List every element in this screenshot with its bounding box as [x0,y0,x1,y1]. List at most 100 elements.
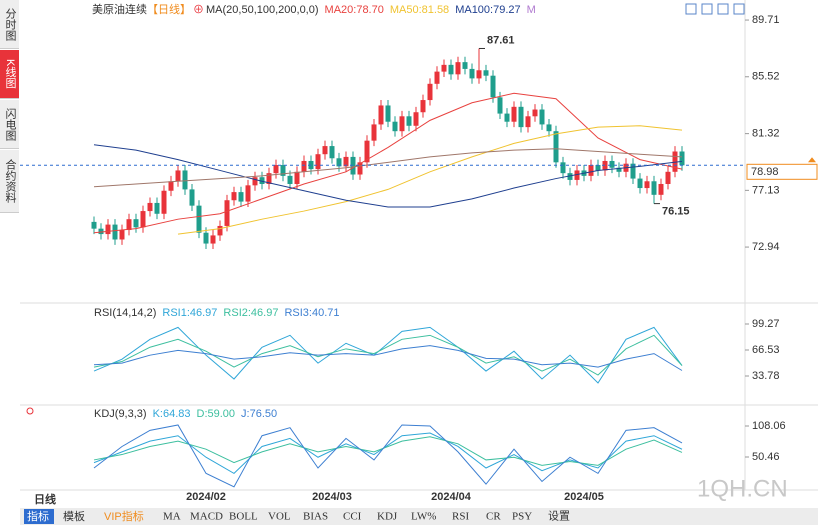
candle-body [91,221,97,229]
candle-body [343,156,349,167]
candle-body [427,83,433,101]
period-label: 日线 [34,492,56,506]
candle-body [483,70,489,76]
legend-entry: RSI3:40.71 [284,307,339,319]
legend-more: M [527,4,536,16]
candle-body [182,170,188,190]
x-tick-label: 2024/02 [186,491,226,503]
toolbar-item[interactable]: 指标 [27,509,49,523]
toolbar-bg [20,508,818,525]
candle-body [231,192,237,201]
y-tick-label: 81.32 [752,128,780,140]
toolbar-item[interactable]: 设置 [548,510,570,523]
toolbar-item[interactable]: BOLL [229,511,258,523]
candle-body [392,121,398,132]
candle-body [574,170,580,180]
toolbar-item[interactable]: VOL [268,511,291,523]
legend-entry: RSI2:46.97 [223,307,278,319]
candle-body [658,183,664,195]
y-tick-label: 85.52 [752,71,780,83]
toolbar-item[interactable]: BIAS [303,511,328,523]
candle-body [406,116,412,126]
candle-body [567,173,573,180]
candle-body [161,190,167,214]
sidebar-tab[interactable]: 闪电图 [0,100,19,149]
legend-entry: MA50:81.58 [390,4,449,16]
y-tick-label: 99.27 [752,318,780,330]
annotation: 76.15 [662,206,690,218]
candle-body [441,64,447,72]
candle-body [434,71,440,84]
candle-body [672,151,678,172]
candle-body [98,228,104,235]
series-line [93,92,683,234]
candle-body [252,177,258,186]
toolbar-item[interactable]: VIP指标 [104,509,144,523]
candle-body [105,224,111,235]
last-price-label: 78.98 [751,166,779,178]
x-tick-label: 2024/03 [312,491,352,503]
candle-body [315,154,321,170]
toolbar-item[interactable]: KDJ [377,511,398,523]
candle-body [595,165,601,171]
y-tick-label: 50.46 [752,451,780,463]
toolbar-item[interactable]: PSY [512,511,532,523]
candle-body [532,109,538,117]
legend-entry: MA100:79.27 [455,4,520,16]
series-line [93,432,683,474]
candle-body [455,62,461,75]
candle-body [371,124,377,141]
legend: KDJ(9,3,3) K:64.83 D:59.00 J:76.50 [94,408,277,420]
toolbar-item[interactable]: 模板 [63,509,85,523]
toolbar-item[interactable]: LW% [411,511,436,523]
candle-body [385,105,391,122]
legend-entry: MA20:78.70 [325,4,384,16]
candle-body [525,116,531,128]
candle-body [168,181,174,191]
candle-body [273,165,279,174]
sidebar-tab[interactable]: 分时图 [0,0,19,49]
candle-body [238,192,244,202]
toolbar-item[interactable]: RSI [452,511,469,523]
candle-body [175,170,181,182]
x-tick-label: 2024/04 [431,491,472,503]
toolbar-item[interactable]: CR [486,511,501,523]
toolbar-item[interactable]: CCI [343,511,362,523]
candle-body [133,219,139,228]
toolbar-item[interactable]: MACD [190,511,223,523]
candle-body [329,146,335,159]
legend-entry: RSI1:46.97 [162,307,217,319]
sidebar-tab[interactable]: K线图 [0,50,19,99]
candle-body [112,224,118,240]
last-price-box [746,163,818,180]
toolbar-item[interactable]: MA [163,511,181,523]
candle-body [196,205,202,233]
legend-title: RSI(14,14,2) [94,307,156,319]
candle-body [420,100,426,113]
candle-body [357,162,363,175]
x-tick-label: 2024/05 [564,491,604,503]
candle-body [266,173,272,184]
candle-body [259,177,265,184]
settings-icon[interactable] [26,407,34,415]
candle-body [301,160,307,172]
candle-body [294,171,300,184]
candle-body [665,171,671,184]
candle-body [364,140,370,163]
sidebar-tab[interactable]: 合约资料 [0,150,19,213]
icon: ⊕ [193,4,204,16]
series-line [93,144,683,208]
legend-entry: D:59.00 [197,408,236,420]
candle-body [287,175,293,184]
candle-body [322,146,328,155]
candle-body [651,181,657,195]
candle-body [224,200,230,226]
legend: 美原油连续【日线】 ⊕ MA(20,50,100,200,0,0) MA20:78.7… [92,2,536,16]
series-line [93,345,683,371]
y-tick-label: 77.13 [752,184,780,196]
candle-body [504,113,510,122]
candle-body [126,219,132,231]
legend-title: MA(20,50,100,200,0,0) [206,4,319,16]
